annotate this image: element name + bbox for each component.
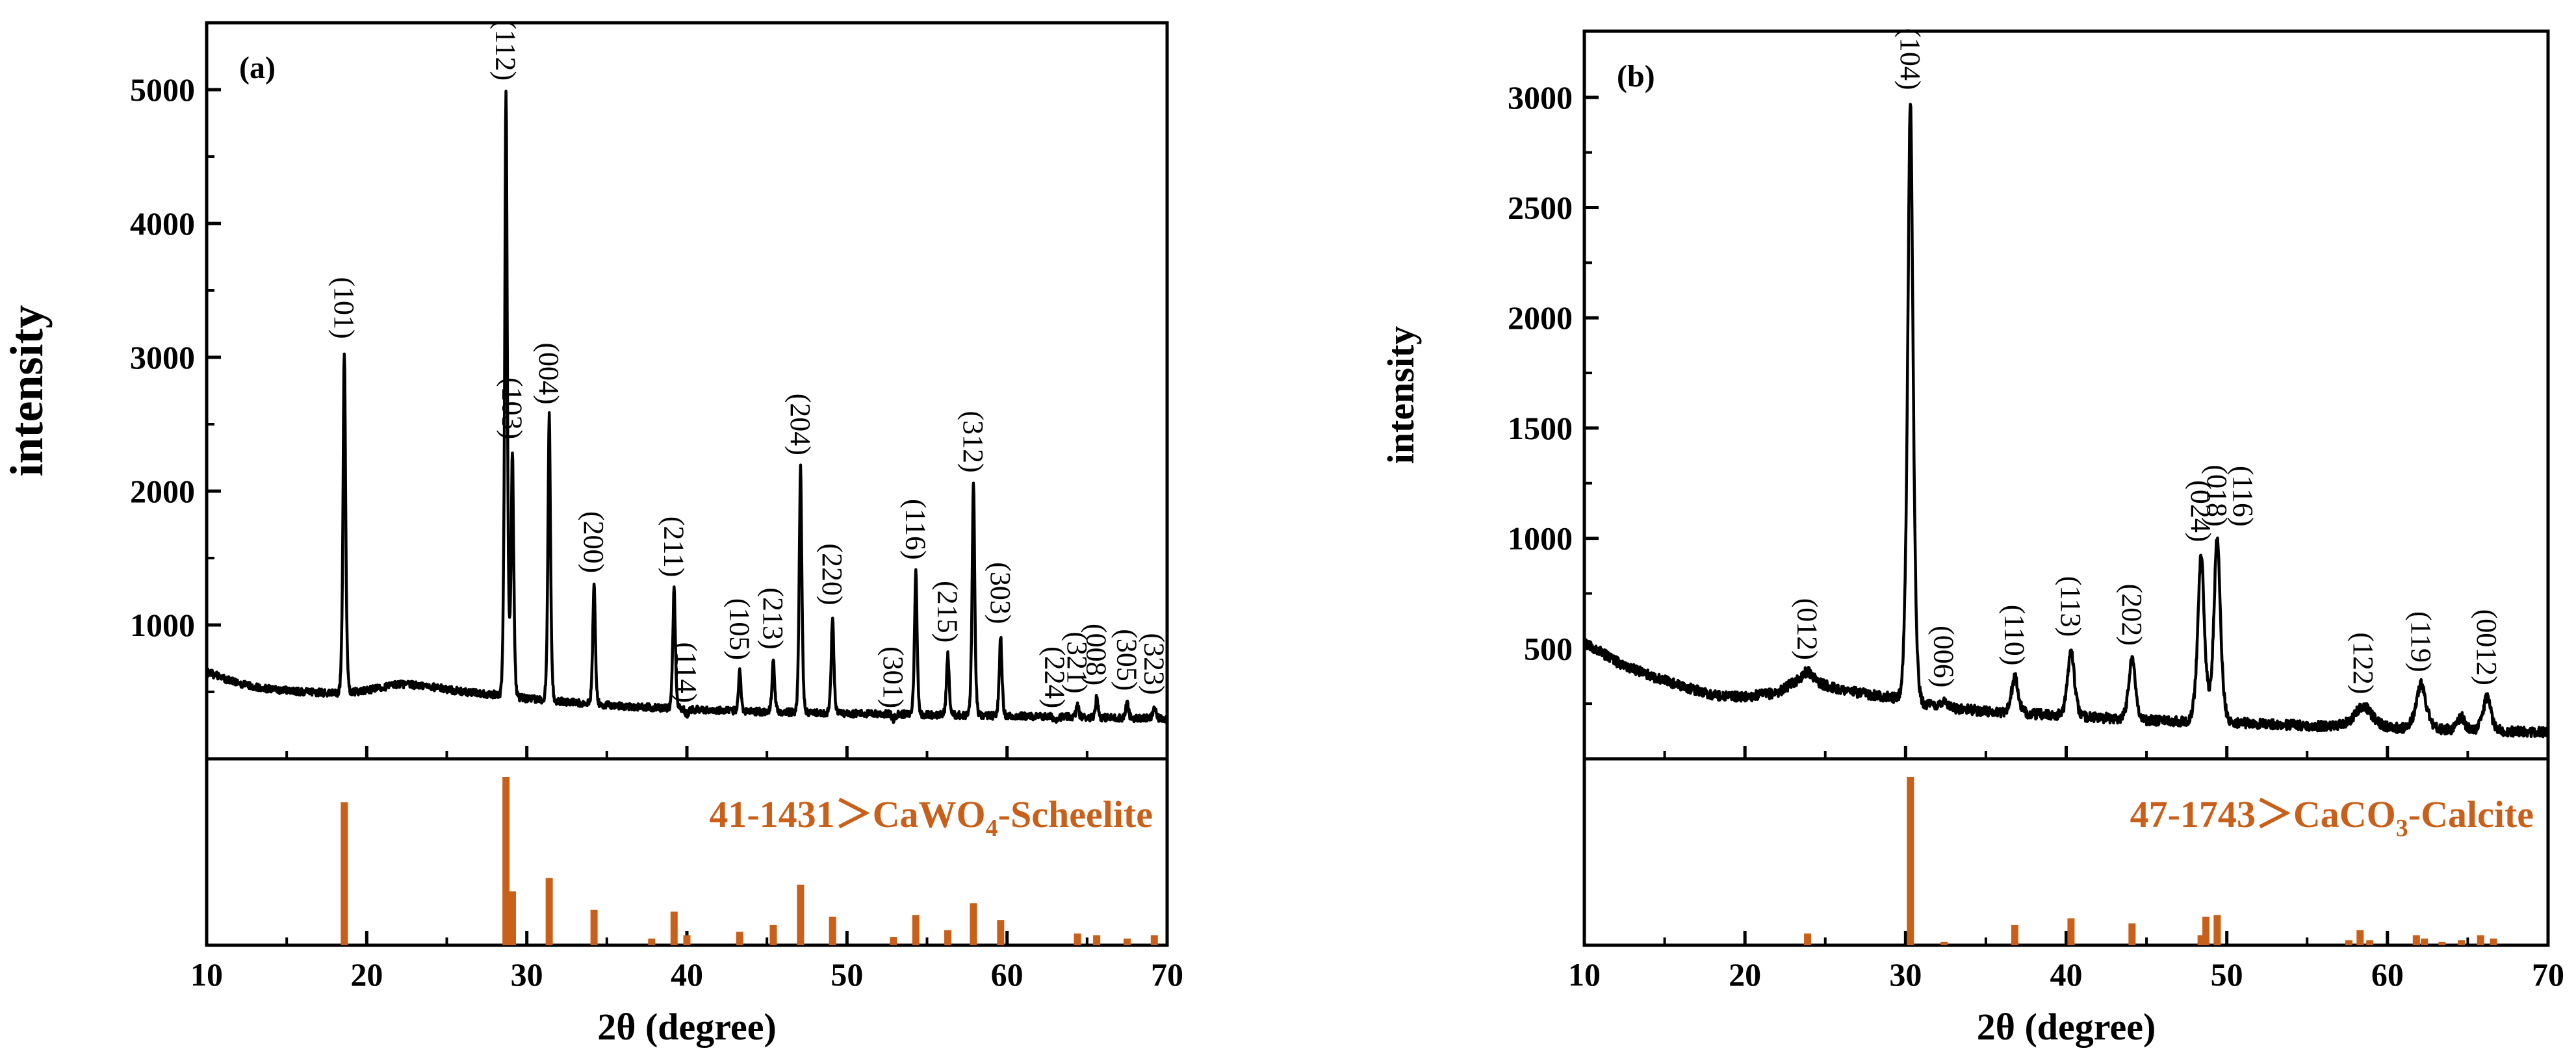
x-tick-label: 20 <box>350 956 383 993</box>
peak-label: (224) <box>1039 646 1071 708</box>
peak-label: (215) <box>932 581 964 643</box>
peak-label: (202) <box>2116 584 2148 646</box>
peak-label: (200) <box>578 511 610 573</box>
chart-panel-b: (b)(012)(104)(006) (110) (113) (202)(024)(0… <box>1380 28 2564 1048</box>
x-axis-title: 2θ (degree) <box>1977 1006 2156 1048</box>
peak-label: (012) <box>1792 598 1823 660</box>
reference-label-prefix: 41-1431＞CaWO <box>709 793 985 835</box>
x-tick-label: 10 <box>1568 956 1601 993</box>
y-tick-label: 4000 <box>130 205 195 242</box>
reference-card-label: 47-1743＞CaCO3-Calcite <box>2130 793 2534 842</box>
x-tick-label: 70 <box>1151 956 1183 993</box>
peak-label: (0012) <box>2471 609 2503 685</box>
reference-label-subscript: 3 <box>2396 815 2408 842</box>
panel-label: (b) <box>1617 59 1655 94</box>
reference-label-suffix: -Calcite <box>2408 793 2534 835</box>
x-tick-label: 20 <box>1729 956 1761 993</box>
peak-label: (323) <box>1138 633 1170 694</box>
peak-label: (305) <box>1111 629 1142 691</box>
peak-label: (018) <box>2201 465 2233 526</box>
peak-label: (112) <box>490 19 522 81</box>
x-tick-label: 10 <box>190 956 223 993</box>
x-tick-label: 30 <box>511 956 543 993</box>
peak-label: (104) <box>1894 28 1926 90</box>
peak-label: (004) <box>533 342 565 404</box>
peak-label: (113) <box>2055 576 2087 637</box>
y-tick-label: 500 <box>1524 630 1573 667</box>
x-tick-label: 70 <box>2532 956 2564 993</box>
reference-card-label: 41-1431＞CaWO4-Scheelite <box>709 793 1153 842</box>
peak-label: (103) <box>496 377 528 439</box>
y-tick-label: 1000 <box>1508 520 1573 557</box>
peak-label: (024) <box>2185 480 2217 542</box>
peak-label: (105) <box>723 598 755 660</box>
x-tick-label: 50 <box>2211 956 2243 993</box>
y-tick-label: 2000 <box>1508 299 1573 336</box>
peak-label: (006) <box>1928 626 1960 687</box>
x-tick-label: 60 <box>2371 956 2404 993</box>
y-tick-label: 2500 <box>1508 190 1573 226</box>
y-tick-label: 3000 <box>1508 79 1573 116</box>
peak-label: (204) <box>784 394 816 455</box>
chart-panel-a: (a) (101) (112) (103)(004) (200) (211) (114) (1… <box>1 19 1183 1048</box>
peak-label: (110) <box>1998 605 2030 666</box>
y-axis-title: intensity <box>1380 326 1422 465</box>
peak-label: (303) <box>985 562 1016 624</box>
peak-label: (101) <box>328 277 360 338</box>
peak-label: (116) <box>2227 466 2259 527</box>
y-tick-label: 1500 <box>1508 410 1573 446</box>
peak-label: (114) <box>671 642 702 703</box>
peak-label: (213) <box>757 587 789 649</box>
y-tick-label: 5000 <box>130 71 195 108</box>
peak-label: (122) <box>2347 632 2379 694</box>
reference-label-prefix: 47-1743＞CaCO <box>2130 793 2396 835</box>
x-tick-label: 30 <box>1889 956 1922 993</box>
y-tick-label: 3000 <box>130 339 195 376</box>
plot-frame-upper <box>1582 29 2550 761</box>
xrd-pattern-line <box>1582 103 2550 739</box>
peak-label: (301) <box>877 646 909 708</box>
plot-frame-lower <box>205 757 1169 947</box>
y-tick-label: 2000 <box>130 473 195 509</box>
panel-label: (a) <box>239 51 276 85</box>
peak-label: (116) <box>899 499 931 560</box>
x-tick-label: 60 <box>991 956 1024 993</box>
x-tick-label: 50 <box>831 956 863 993</box>
peak-label: (220) <box>816 543 848 605</box>
peak-label: (312) <box>957 411 989 472</box>
reference-label-suffix: -Scheelite <box>998 793 1153 835</box>
peak-label: (211) <box>658 516 689 578</box>
peak-label: (119) <box>2405 611 2437 672</box>
peak-label: (008) <box>1081 624 1113 685</box>
plot-frame-lower <box>1582 757 2550 947</box>
xrd-pattern-line <box>205 90 1169 724</box>
x-tick-label: 40 <box>2050 956 2083 993</box>
y-tick-label: 1000 <box>130 607 195 643</box>
peak-label: (321) <box>1061 631 1093 693</box>
x-axis-title: 2θ (degree) <box>597 1006 777 1048</box>
reference-label-subscript: 4 <box>986 815 998 842</box>
x-tick-label: 40 <box>671 956 703 993</box>
y-axis-title: intensity <box>1 305 53 476</box>
